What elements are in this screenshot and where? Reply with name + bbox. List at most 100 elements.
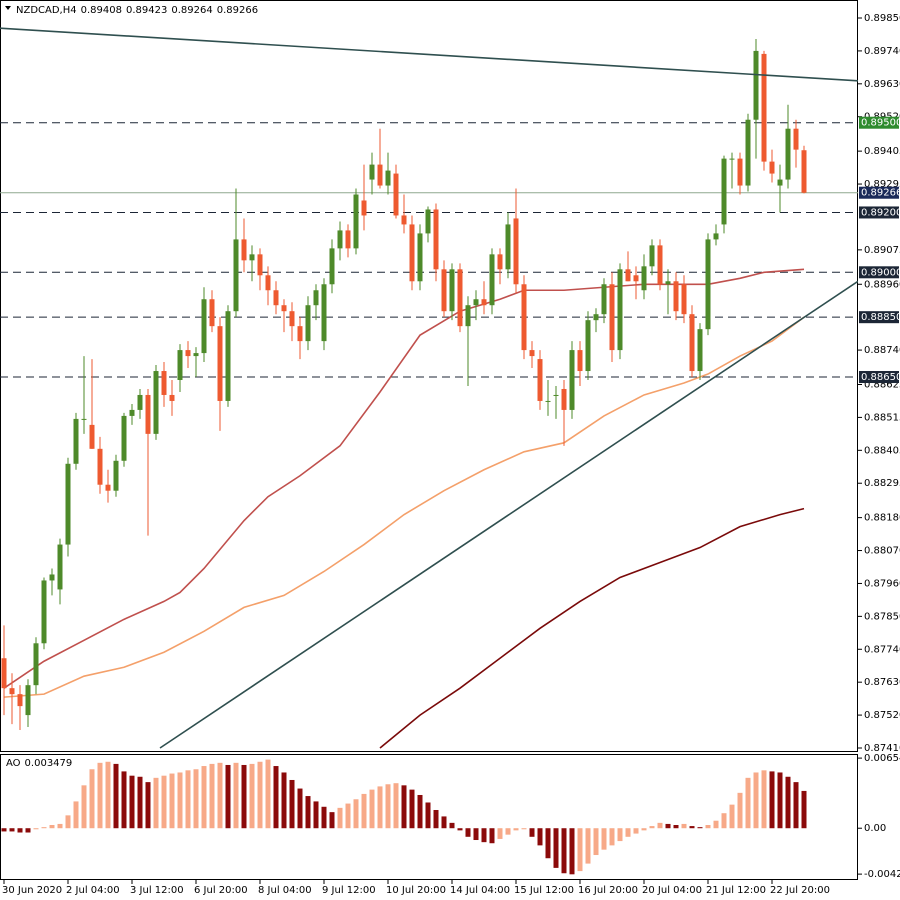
candle-body <box>801 150 807 193</box>
candle-body <box>41 580 47 644</box>
candle-body <box>593 314 599 321</box>
ao-bar <box>769 771 775 829</box>
level-tag <box>859 371 899 384</box>
candle-body <box>561 388 567 410</box>
y-tick-label: 0.88625 <box>864 379 900 390</box>
ao-bar <box>9 828 15 832</box>
ao-bar <box>329 812 335 829</box>
main-frame <box>0 0 858 752</box>
candle-body <box>17 694 23 707</box>
ao-bar <box>49 825 55 829</box>
candle-body <box>73 418 79 464</box>
candle-body <box>737 158 743 186</box>
candle-body <box>153 371 159 434</box>
candle-body <box>577 350 583 372</box>
ao-bar <box>113 763 119 829</box>
ao-bar <box>353 799 359 829</box>
candle-body <box>753 50 759 120</box>
candle-body <box>177 350 183 381</box>
candle-body <box>393 173 399 216</box>
candle-body <box>705 239 711 330</box>
candle-body <box>777 179 783 186</box>
menu-arrow[interactable] <box>5 6 11 10</box>
moving-average <box>3 316 805 698</box>
ao-bar <box>753 772 759 829</box>
ao-plot <box>1 759 807 875</box>
candle-body <box>377 164 383 186</box>
ao-bar <box>209 763 215 829</box>
candle-body <box>481 299 487 306</box>
level-label: 0.88650 <box>861 372 900 383</box>
sub-frame <box>0 754 858 880</box>
ao-bar <box>81 785 87 829</box>
ao-bar <box>593 828 599 856</box>
ao-bar <box>457 828 463 831</box>
ao-bar <box>161 775 167 829</box>
candle-body <box>281 305 287 312</box>
ao-bar <box>297 788 303 829</box>
y-tick-label: 0.89075 <box>864 245 900 256</box>
symbol: NZDCAD,H4 <box>16 5 77 16</box>
level-tag <box>859 266 899 279</box>
candle-body <box>473 299 479 306</box>
ao-bar <box>665 823 671 829</box>
ao-bar <box>793 782 799 829</box>
level-label: 0.89500 <box>861 118 900 129</box>
candle-body <box>601 284 607 315</box>
candle-body <box>585 320 591 372</box>
ao-bar <box>545 828 551 859</box>
moving-average <box>379 507 805 749</box>
ao-tick-label: 0.00 <box>864 823 886 834</box>
trendline <box>159 280 858 749</box>
candle-body <box>225 311 231 401</box>
candle-body <box>505 224 511 270</box>
candle-body <box>609 284 615 351</box>
ao-bar <box>553 828 559 868</box>
ao-bar <box>281 772 287 829</box>
candle-body <box>9 688 15 695</box>
candle-body <box>265 275 271 291</box>
ao-bar <box>145 782 151 829</box>
ao-bar <box>73 801 79 829</box>
candle-body <box>257 254 263 276</box>
level-label: 0.89200 <box>861 207 900 218</box>
candle-body <box>569 350 575 410</box>
candle-body <box>137 394 143 410</box>
ao-bar <box>721 813 727 829</box>
candle-body <box>617 269 623 351</box>
ao-bar <box>105 761 111 829</box>
ao-bar <box>1 828 7 832</box>
ao-bar <box>57 823 63 829</box>
ao-bar <box>609 828 615 846</box>
candle-body <box>385 170 391 186</box>
ao-bar <box>529 828 535 837</box>
candle-body <box>353 194 359 249</box>
ao-bar <box>481 828 487 843</box>
ao-bar <box>697 827 703 829</box>
candle-body <box>665 281 671 285</box>
candle-body <box>441 269 447 312</box>
ao-bar <box>201 766 207 829</box>
ao-bar <box>33 828 39 830</box>
x-tick-label: 3 Jul 12:00 <box>130 885 184 896</box>
ao-bar <box>345 803 351 829</box>
candle-body <box>681 284 687 315</box>
ao-bar <box>777 772 783 829</box>
ao-bar <box>569 828 575 875</box>
ao-bar <box>305 796 311 829</box>
candle-body <box>185 350 191 357</box>
ao-bar <box>377 786 383 829</box>
candle-body <box>729 158 735 160</box>
ao-bar <box>785 776 791 829</box>
candle-body <box>401 215 407 225</box>
candle-body <box>193 353 199 357</box>
x-tick-label: 10 Jul 20:00 <box>386 885 446 896</box>
ao-bar <box>401 785 407 829</box>
chart-header: NZDCAD,H4 0.89408 0.89423 0.89264 0.89266 <box>16 5 258 16</box>
ao-bar <box>473 828 479 841</box>
candle-body <box>201 299 207 354</box>
x-tick-label: 20 Jul 04:00 <box>642 885 702 896</box>
